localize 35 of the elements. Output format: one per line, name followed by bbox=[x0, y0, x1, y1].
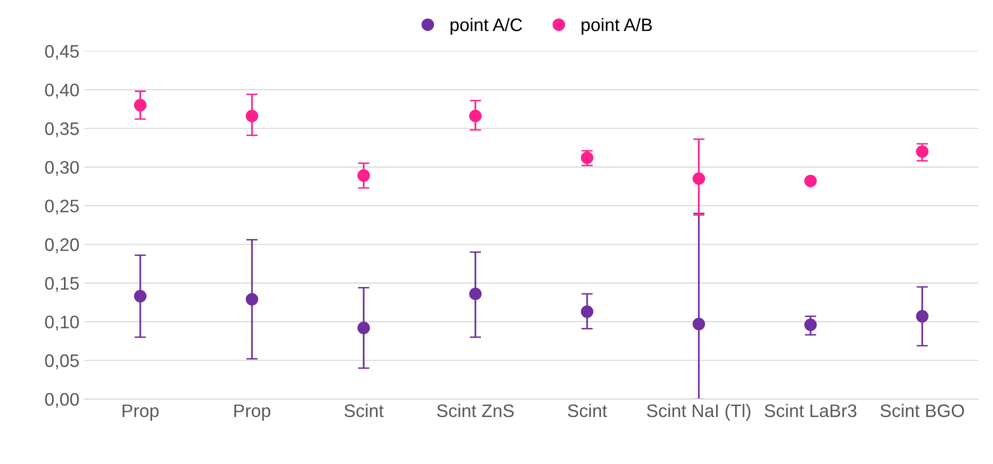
point bbox=[246, 293, 258, 306]
y-tick-label: 0,00 bbox=[45, 392, 79, 408]
y-tick-label: 0,15 bbox=[45, 276, 79, 292]
point bbox=[692, 318, 706, 330]
x-tick-label: Scint bbox=[568, 404, 608, 418]
x-tick-label: Scint LaBr3 bbox=[764, 404, 856, 418]
x-tick-label: Scint BGO bbox=[880, 404, 964, 418]
point bbox=[469, 110, 482, 122]
point bbox=[357, 322, 370, 334]
point bbox=[692, 172, 706, 185]
point bbox=[469, 288, 482, 300]
y-tick-label: 0,35 bbox=[45, 122, 79, 138]
x-tick-label: Scint NaI (Tl) bbox=[646, 404, 750, 421]
point bbox=[246, 110, 258, 122]
legend-label: point A/C bbox=[450, 18, 522, 35]
y-tick-label: 0,40 bbox=[45, 84, 79, 99]
y-tick-label: 0,25 bbox=[45, 200, 79, 215]
x-tick-label: Prop bbox=[234, 404, 270, 421]
x-tick-label: Prop bbox=[122, 404, 159, 421]
y-tick-label: 0,20 bbox=[45, 238, 79, 254]
x-tick-label: Scint bbox=[344, 404, 384, 418]
point bbox=[916, 145, 928, 158]
point bbox=[804, 318, 817, 332]
x-tick-label: Scint ZnS bbox=[437, 404, 514, 418]
y-tick-label: 0,05 bbox=[45, 354, 79, 370]
point bbox=[134, 290, 147, 302]
point bbox=[916, 310, 928, 323]
point bbox=[804, 174, 817, 188]
point bbox=[580, 305, 594, 318]
y-tick-label: 0,45 bbox=[45, 44, 79, 60]
y-tick-label: 0,30 bbox=[45, 160, 79, 176]
point bbox=[357, 169, 370, 182]
y-tick-label: 0,10 bbox=[45, 316, 79, 331]
point bbox=[134, 98, 147, 112]
legend-label: point A/B bbox=[582, 18, 652, 35]
